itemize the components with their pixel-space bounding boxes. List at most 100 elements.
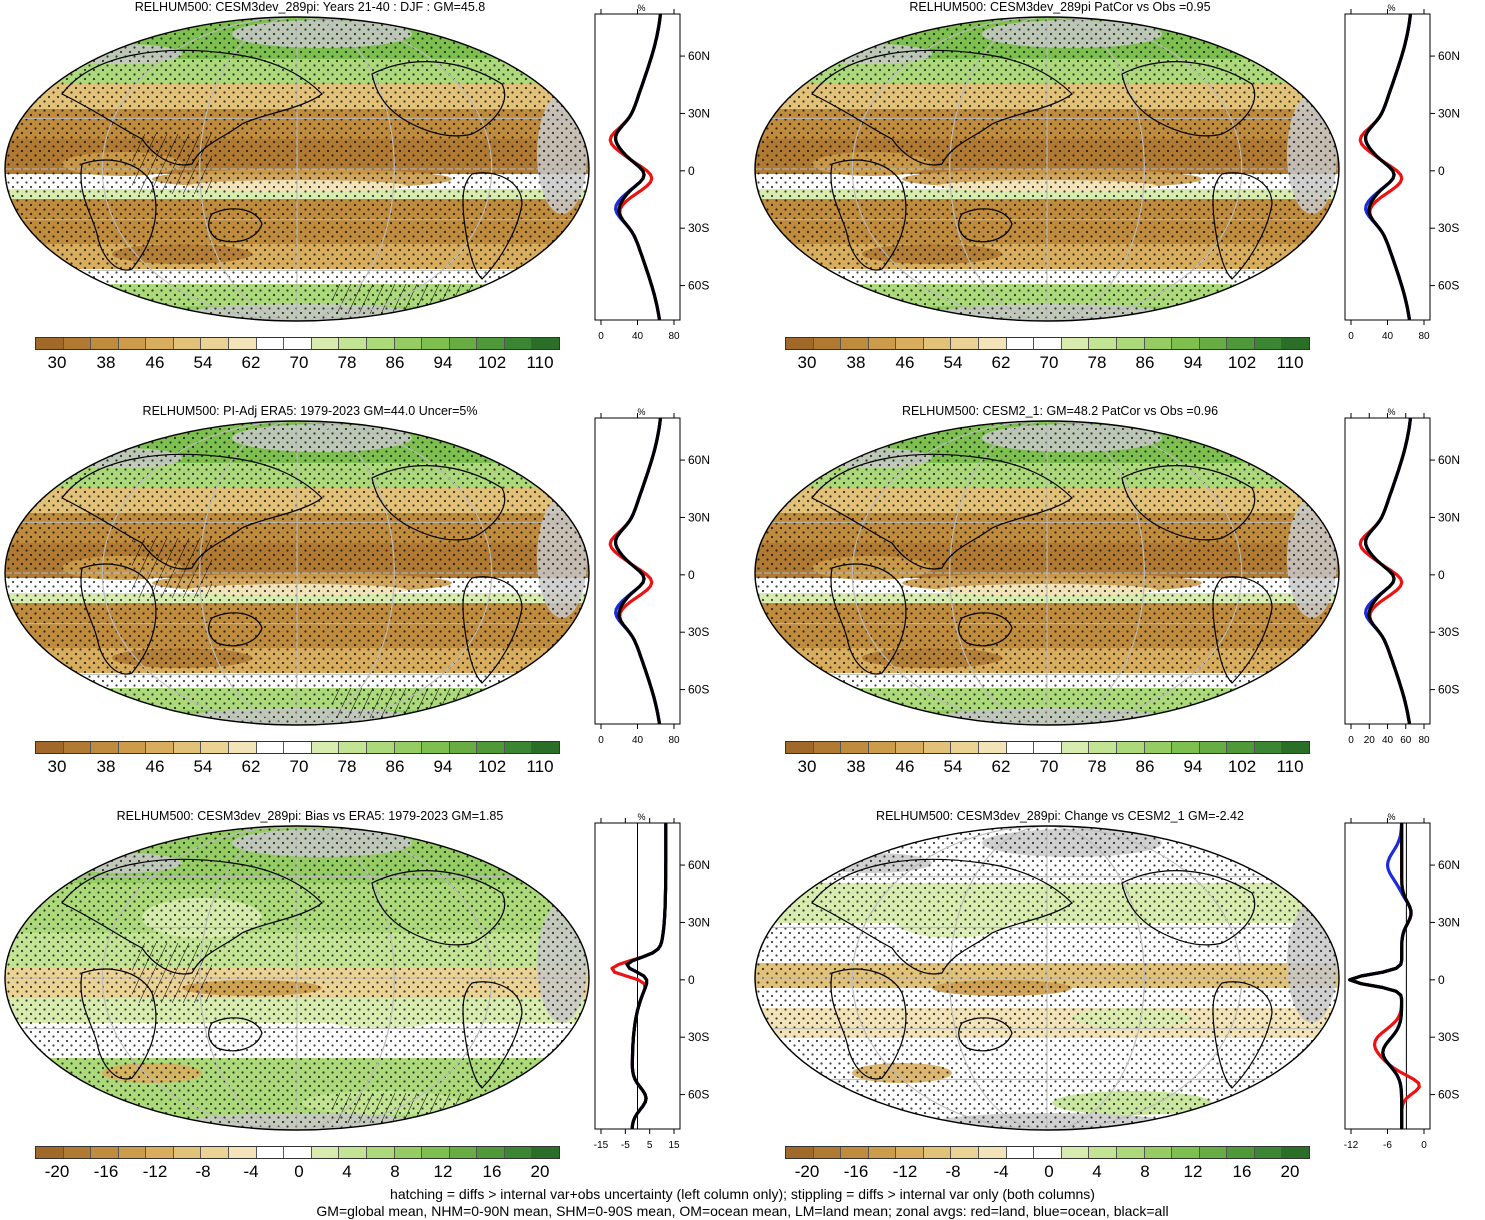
colorbar-swatch <box>896 742 924 753</box>
colorbar-swatch <box>1062 338 1090 349</box>
colorbar-labels-5: -20 -16 -12 -8 -4 0 4 8 12 16 20 <box>35 1162 558 1184</box>
colorbar-tick: 0 <box>294 1162 303 1182</box>
colorbar-tick: 16 <box>483 1162 502 1182</box>
colorbar-swatch <box>505 742 533 753</box>
profile-lat-label: 60N <box>688 858 710 872</box>
profile-lat-label: 60S <box>688 279 709 293</box>
colorbar-swatch <box>64 742 92 753</box>
colorbar-tick: -4 <box>243 1162 258 1182</box>
colorbar-swatch <box>201 338 229 349</box>
profile-x-tick: 20 <box>1364 735 1376 746</box>
colorbar-swatch <box>91 1147 119 1158</box>
colorbar-swatch <box>1227 742 1255 753</box>
colorbar-swatch <box>924 338 952 349</box>
colorbar-tick: 62 <box>992 757 1011 777</box>
profile-x-tick: 80 <box>1418 735 1430 746</box>
colorbar-swatch <box>786 742 814 753</box>
profile-x-tick: 80 <box>668 331 680 342</box>
world-map-2 <box>752 14 1342 324</box>
profile-x-tick: 5 <box>647 1140 653 1151</box>
colorbar-tick: 70 <box>1040 757 1059 777</box>
profile-lat-label: 60N <box>1438 453 1460 467</box>
colorbar-tick: -20 <box>795 1162 820 1182</box>
colorbar-swatch <box>477 1147 505 1158</box>
profile-x-tick: 80 <box>1418 331 1430 342</box>
colorbar-swatch <box>91 338 119 349</box>
colorbar-swatch <box>1200 338 1228 349</box>
colorbar-tick: 62 <box>242 757 261 777</box>
colorbar-tick: 38 <box>97 353 116 373</box>
panel-title-1: RELHUM500: CESM3dev_289pi: Years 21-40 :… <box>40 0 580 14</box>
colorbar-swatch <box>284 1147 312 1158</box>
colorbar-2 <box>785 337 1310 350</box>
colorbar-swatch <box>450 1147 478 1158</box>
colorbar-swatch <box>201 742 229 753</box>
colorbar-swatch <box>1282 338 1309 349</box>
colorbar-swatch <box>395 338 423 349</box>
colorbar-swatch <box>869 1147 897 1158</box>
colorbar-tick: 20 <box>1281 1162 1300 1182</box>
profile-unit-label: % <box>1387 812 1395 822</box>
colorbar-swatch <box>64 338 92 349</box>
profile-lat-label: 30N <box>1438 915 1460 929</box>
colorbar-swatch <box>814 742 842 753</box>
colorbar-swatch <box>422 1147 450 1158</box>
colorbar-tick: 70 <box>1040 353 1059 373</box>
panel-title-3: RELHUM500: PI-Adj ERA5: 1979-2023 GM=44.… <box>40 404 580 418</box>
colorbar-tick: 54 <box>194 757 213 777</box>
colorbar-swatch <box>1117 742 1145 753</box>
colorbar-tick: 94 <box>434 353 453 373</box>
colorbar-tick: 54 <box>194 353 213 373</box>
profile-lat-label: 0 <box>688 568 695 582</box>
profile-unit-label: % <box>637 407 645 417</box>
profile-lat-label: 60N <box>1438 858 1460 872</box>
colorbar-tick: 70 <box>290 353 309 373</box>
profile-lat-label: 30N <box>688 106 710 120</box>
colorbar-swatch <box>951 1147 979 1158</box>
profile-x-tick: 60 <box>1400 735 1412 746</box>
colorbar-tick: 46 <box>896 757 915 777</box>
colorbar-swatch <box>1227 338 1255 349</box>
colorbar-tick: 4 <box>342 1162 351 1182</box>
colorbar-swatch <box>532 338 559 349</box>
colorbar-tick: 62 <box>992 353 1011 373</box>
colorbar-swatch <box>1062 742 1090 753</box>
colorbar-swatch <box>1282 742 1309 753</box>
colorbar-tick: 78 <box>1088 757 1107 777</box>
colorbar-swatch <box>532 1147 559 1158</box>
profile-lat-label: 60N <box>688 453 710 467</box>
colorbar-swatch <box>1282 1147 1309 1158</box>
colorbar-swatch <box>284 338 312 349</box>
colorbar-swatch <box>146 1147 174 1158</box>
colorbar-tick: 78 <box>338 757 357 777</box>
colorbar-swatch <box>896 338 924 349</box>
colorbar-swatch <box>395 1147 423 1158</box>
colorbar-swatch <box>1255 338 1283 349</box>
colorbar-swatch <box>841 1147 869 1158</box>
profile-x-tick: -6 <box>1383 1140 1392 1151</box>
colorbar-labels-1: 30 38 46 54 62 70 78 86 94 102 110 <box>35 353 558 375</box>
colorbar-5 <box>35 1146 560 1159</box>
panel-title-2: RELHUM500: CESM3dev_289pi PatCor vs Obs … <box>790 0 1330 14</box>
panel-title-5: RELHUM500: CESM3dev_289pi: Bias vs ERA5:… <box>40 809 580 823</box>
world-map-5 <box>2 823 592 1133</box>
colorbar-swatch <box>1089 742 1117 753</box>
colorbar-swatch <box>869 742 897 753</box>
profile-x-tick: 0 <box>1348 735 1354 746</box>
colorbar-swatch <box>1034 742 1062 753</box>
colorbar-tick: 12 <box>434 1162 453 1182</box>
colorbar-swatch <box>1007 338 1035 349</box>
colorbar-swatch <box>395 742 423 753</box>
colorbar-swatch <box>1255 742 1283 753</box>
world-map-6 <box>752 823 1342 1133</box>
colorbar-swatch <box>1145 1147 1173 1158</box>
profile-lat-label: 30N <box>1438 106 1460 120</box>
colorbar-4 <box>785 741 1310 754</box>
colorbar-tick: -8 <box>945 1162 960 1182</box>
colorbar-swatch <box>979 742 1007 753</box>
colorbar-tick: 8 <box>1140 1162 1149 1182</box>
colorbar-tick: 54 <box>944 757 963 777</box>
colorbar-tick: 94 <box>1184 757 1203 777</box>
